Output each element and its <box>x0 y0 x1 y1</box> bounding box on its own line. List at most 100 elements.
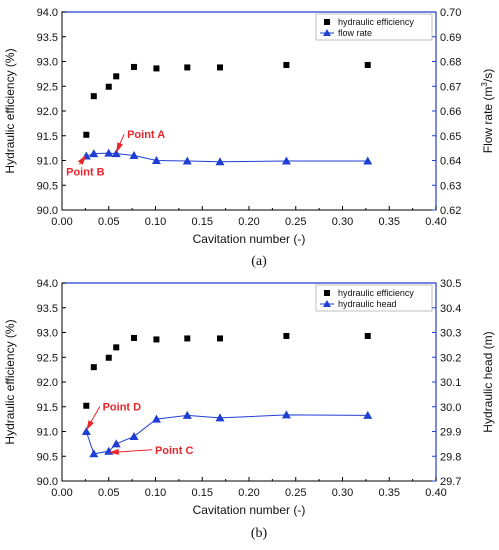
y-right-title-part: /s) <box>481 69 495 82</box>
y-right-tick-label: 0.63 <box>440 180 461 192</box>
legend-box <box>315 284 433 312</box>
y-right-title-superscript: 3 <box>480 82 489 87</box>
annotation-arrow-head <box>77 155 87 165</box>
y-right-tick-label: 30.0 <box>440 402 461 414</box>
panel-caption: (a) <box>251 254 267 269</box>
data-point-triangle <box>281 410 291 419</box>
x-tick-label: 0.40 <box>425 487 446 499</box>
legend-marker-square <box>324 19 330 25</box>
annotation-label: Point B <box>66 166 105 178</box>
data-point-triangle <box>111 439 121 448</box>
y-left-tick-label: 90.5 <box>37 451 58 463</box>
legend-marker-square <box>324 290 330 296</box>
y-left-tick-label: 94.0 <box>37 278 58 290</box>
annotation-arrow-head <box>108 448 119 455</box>
data-point-triangle <box>215 157 225 166</box>
y-right-tick-label: 0.67 <box>440 81 461 93</box>
x-tick-label: 0.05 <box>98 216 119 228</box>
data-point-triangle <box>81 427 91 435</box>
data-point-square <box>217 64 224 71</box>
data-point-square <box>364 61 371 68</box>
data-point-square <box>105 354 112 361</box>
chart-panel-b: 0.00 0.05 0.10 0.15 0.20 0.25 0.30 0.35 0.40 90.0… <box>3 278 495 541</box>
x-tick-label: 0.15 <box>192 487 213 499</box>
legend-label: hydraulic efficiency <box>338 17 414 27</box>
chart-panel-a: 0.00 0.05 0.10 0.15 0.20 0.25 0.30 0.35 0.40 90.0… <box>3 7 495 269</box>
x-tick-label: 0.35 <box>379 487 400 499</box>
data-point-triangle <box>182 156 192 165</box>
y-right-tick-label: 0.64 <box>440 156 461 168</box>
x-axis-title: Cavitation number (-) <box>193 503 306 517</box>
y-right-tick-label: 30.2 <box>440 352 461 364</box>
data-point-square <box>283 61 290 68</box>
series-line <box>86 152 368 163</box>
y-left-tick-label: 90.5 <box>37 180 58 192</box>
y-left-tick-label: 92.5 <box>37 352 58 364</box>
y-left-tick-label: 90.0 <box>37 476 58 488</box>
x-tick-label: 0.00 <box>51 216 72 228</box>
data-point-square <box>153 336 160 343</box>
y-right-title-part: Flow rate (m <box>481 87 495 154</box>
y-left-tick-label: 91.5 <box>37 402 58 414</box>
data-point-square <box>113 344 120 351</box>
data-point-square <box>283 332 290 339</box>
data-point-square <box>130 334 137 341</box>
y-right-tick-label: 30.4 <box>440 303 461 315</box>
x-tick-label: 0.25 <box>285 487 306 499</box>
y-right-tick-label: 30.3 <box>440 328 461 340</box>
data-point-triangle <box>182 410 192 419</box>
y-right-tick-label: 0.65 <box>440 131 461 143</box>
x-tick-label: 0.20 <box>238 216 259 228</box>
data-point-triangle <box>129 431 139 440</box>
series-line <box>85 414 368 455</box>
legend-label: hydraulic efficiency <box>338 288 414 298</box>
x-tick-label: 0.40 <box>425 216 446 228</box>
x-tick-label: 0.10 <box>145 487 166 499</box>
panel-caption: (b) <box>251 526 268 541</box>
data-point-square <box>184 335 191 342</box>
y-right-tick-label: 0.66 <box>440 106 461 118</box>
data-point-triangle <box>111 149 121 158</box>
y-right-axis-title: Flow rate (m3/s) <box>480 69 495 153</box>
x-tick-label: 0.30 <box>332 216 353 228</box>
legend-marker-triangle <box>323 300 331 307</box>
legend-label: hydraulic head <box>338 299 397 309</box>
annotation-label: Point D <box>103 401 142 413</box>
y-right-tick-label: 0.68 <box>440 57 461 69</box>
x-tick-label: 0.25 <box>285 216 306 228</box>
data-point-triangle <box>281 156 291 165</box>
annotation-arrow-head <box>86 420 94 431</box>
y-right-tick-label: 0.69 <box>440 32 461 44</box>
y-left-tick-label: 92.0 <box>37 106 58 118</box>
y-left-tick-label: 93.5 <box>37 32 58 44</box>
data-point-square <box>83 402 90 409</box>
y-right-tick-label: 30.5 <box>440 278 461 290</box>
x-tick-label: 0.20 <box>238 487 259 499</box>
data-point-triangle <box>151 156 161 164</box>
y-left-tick-label: 93.5 <box>37 303 58 315</box>
data-point-triangle <box>363 156 373 165</box>
y-left-axis-title: Hydraulic efficiency (%) <box>3 48 17 173</box>
data-point-square <box>113 73 120 80</box>
annotation-label: Point C <box>155 445 194 457</box>
data-point-triangle <box>363 410 373 419</box>
annotation-arrow-head <box>116 142 123 153</box>
legend-box <box>315 13 433 41</box>
data-point-triangle <box>129 151 139 160</box>
x-tick-label: 0.30 <box>332 487 353 499</box>
y-left-tick-label: 91.0 <box>37 427 58 439</box>
x-tick-label: 0.05 <box>98 487 119 499</box>
x-tick-label: 0.00 <box>51 487 72 499</box>
x-tick-label: 0.10 <box>145 216 166 228</box>
y-right-tick-label: 30.1 <box>440 377 461 389</box>
legend-marker-triangle <box>323 29 331 36</box>
data-point-triangle <box>89 149 99 158</box>
y-right-tick-label: 29.7 <box>440 476 461 488</box>
data-point-triangle <box>151 414 161 423</box>
y-right-tick-label: 29.9 <box>440 427 461 439</box>
data-point-square <box>130 63 137 70</box>
data-point-square <box>105 83 112 90</box>
y-left-tick-label: 91.5 <box>37 131 58 143</box>
y-right-axis-title: Hydraulic head (m) <box>481 331 495 432</box>
